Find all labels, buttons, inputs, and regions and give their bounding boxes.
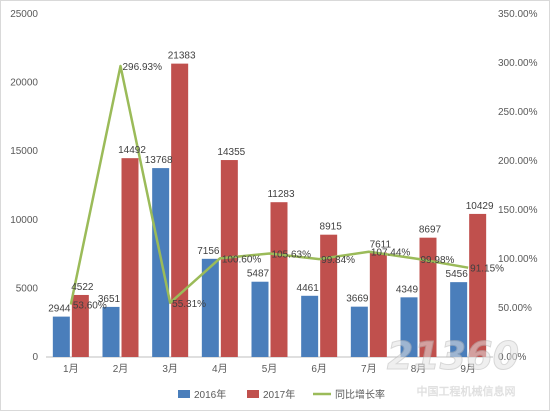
- bar-2016: [350, 306, 368, 357]
- y-tick-label: 0: [32, 352, 38, 363]
- y2-tick-label: 250.00%: [498, 107, 538, 118]
- bar-2016: [251, 281, 269, 357]
- bar-2017: [469, 213, 487, 357]
- y2-tick-label: 50.00%: [498, 303, 532, 314]
- bar-2016: [201, 258, 219, 357]
- bar-2016: [301, 295, 319, 357]
- data-label-2017: 11283: [267, 189, 295, 200]
- y2-tick-label: 150.00%: [498, 205, 538, 216]
- data-labels: 2944 3651 13768 7156 5487 4461 3669 4349 5456 452…: [48, 51, 504, 315]
- x-tick-label: 8月: [411, 363, 427, 375]
- y2-tick-label: 300.00%: [498, 58, 538, 69]
- bar-2017: [121, 158, 139, 357]
- y-tick-label: 20000: [10, 78, 38, 89]
- data-label-growth: 99.84%: [321, 255, 355, 266]
- bar-2016: [102, 306, 120, 357]
- data-label-growth: 100.60%: [222, 254, 262, 265]
- bar-2017: [71, 294, 89, 357]
- data-label-growth: 296.93%: [123, 62, 163, 73]
- y2-tick-label: 200.00%: [498, 156, 538, 167]
- bars: [52, 63, 487, 357]
- legend-swatch-2017: [247, 390, 259, 398]
- data-label-growth: 91.15%: [470, 264, 504, 275]
- y-tick-label: 25000: [10, 9, 38, 20]
- bar-2017: [320, 234, 338, 357]
- bar-2016: [450, 282, 468, 357]
- data-label-2016: 4349: [396, 284, 419, 295]
- data-label-2016: 13768: [145, 155, 173, 166]
- x-tick-label: 6月: [311, 363, 327, 375]
- bar-2017: [369, 252, 387, 357]
- data-label-2017: 4522: [71, 282, 94, 293]
- watermark: 21360 中国工程机械信息网: [386, 334, 519, 399]
- legend-swatch-2016: [178, 390, 190, 398]
- bar-2016: [52, 316, 70, 357]
- legend-label-2016: 2016年: [194, 388, 226, 401]
- data-label-2017: 7611: [370, 240, 392, 251]
- y2-tick-label: 350.00%: [498, 9, 538, 20]
- bar-2017: [171, 63, 189, 357]
- x-tick-label: 7月: [361, 363, 377, 375]
- x-tick-label: 2月: [113, 363, 129, 375]
- y2-tick-label: 100.00%: [498, 254, 538, 265]
- x-tick-label: 1月: [63, 363, 79, 375]
- data-label-2016: 7156: [197, 246, 220, 257]
- data-label-2017: 10429: [466, 201, 494, 212]
- data-label-growth: 105.63%: [272, 249, 312, 260]
- data-label-2016: 3651: [98, 294, 121, 305]
- data-label-growth: 53.60%: [73, 300, 107, 311]
- y-tick-label: 15000: [10, 146, 38, 157]
- x-tick-label: 9月: [460, 363, 476, 375]
- legend-label-2017: 2017年: [263, 388, 295, 401]
- y-tick-label: 10000: [10, 215, 38, 226]
- data-label-2016: 4461: [297, 283, 320, 294]
- growth-rate-line: [69, 64, 469, 305]
- data-label-growth: 107.44%: [371, 248, 411, 259]
- y2-tick-label: 0.00%: [498, 352, 526, 363]
- axes: 0 5000 10000 15000 20000 25000 0.00% 50.00% 100.…: [10, 9, 537, 375]
- data-label-2016: 3669: [346, 294, 369, 305]
- data-label-2017: 21383: [168, 51, 196, 62]
- legend-label-growth: 同比增长率: [335, 388, 385, 401]
- x-tick-label: 4月: [212, 363, 228, 375]
- data-label-growth: 55.31%: [172, 299, 206, 310]
- y-tick-label: 5000: [16, 283, 39, 294]
- data-label-2016: 5456: [446, 269, 469, 280]
- data-label-2017: 14492: [118, 145, 146, 156]
- data-label-growth: 99.98%: [421, 255, 455, 266]
- data-label-2017: 14355: [217, 147, 245, 158]
- x-tick-label: 5月: [262, 363, 278, 375]
- bar-2017: [419, 237, 437, 357]
- data-label-2017: 8915: [320, 222, 343, 233]
- bar-2017: [270, 202, 288, 357]
- bar-2016: [400, 297, 418, 357]
- legend: 2016年 2017年 同比增长率: [178, 388, 385, 401]
- growth-line: [69, 64, 469, 305]
- watermark-text: 21360: [387, 334, 519, 378]
- watermark-subtext: 中国工程机械信息网: [417, 384, 516, 398]
- data-label-2016: 2944: [48, 304, 71, 315]
- data-label-2016: 5487: [247, 269, 270, 280]
- data-label-2017: 8697: [419, 225, 442, 236]
- x-tick-label: 3月: [162, 363, 178, 375]
